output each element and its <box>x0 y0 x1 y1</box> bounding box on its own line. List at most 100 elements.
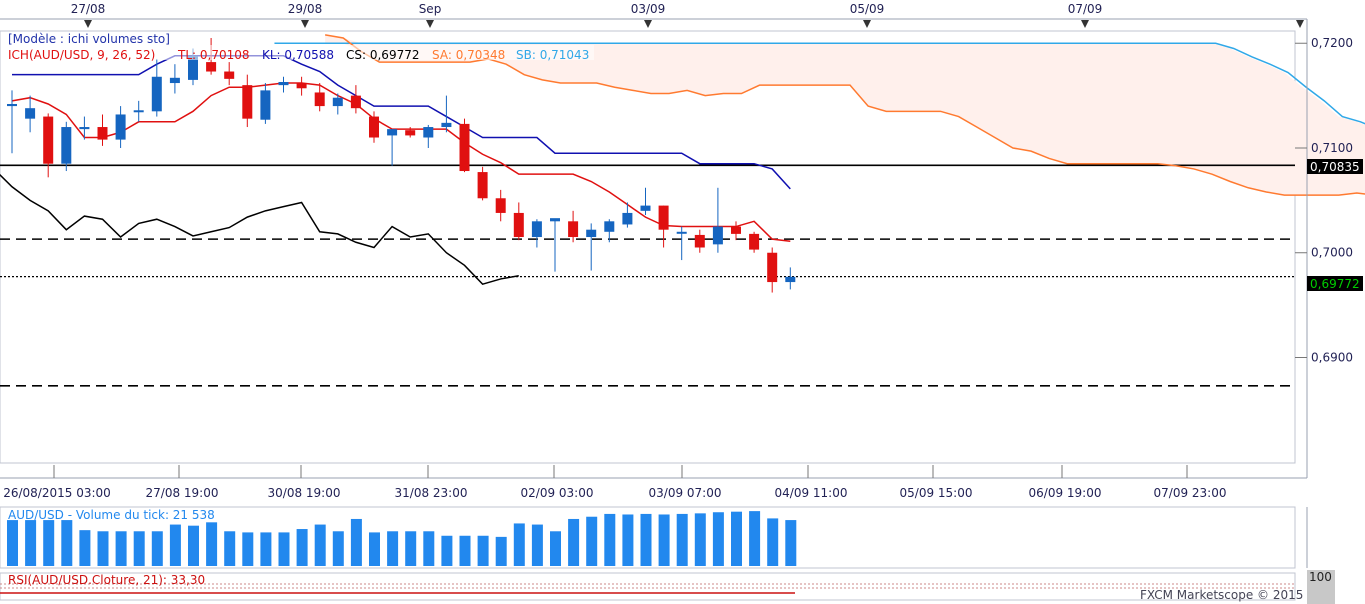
volume-bar <box>43 520 55 566</box>
volume-bar <box>151 531 163 566</box>
volume-bar <box>25 520 37 566</box>
volume-bar <box>405 531 417 566</box>
rsi-axis-top: 100 <box>1309 570 1332 584</box>
senkou-a-line <box>325 34 1365 196</box>
cloud-area <box>325 34 1365 196</box>
candle-body <box>785 276 796 283</box>
candle-body <box>61 127 72 164</box>
chikou-line <box>0 173 519 286</box>
volume-bar <box>387 531 399 566</box>
price-axis[interactable]: 0,7200 0,7100 0,7000 0,6900 0,70835 0,69772 <box>1295 19 1363 478</box>
volume-bar <box>658 514 670 566</box>
volume-bar <box>767 518 779 566</box>
volume-bar <box>531 524 543 566</box>
template-label: [Modèle : ichi volumes sto] <box>8 32 170 46</box>
main-price-panel[interactable]: [Modèle : ichi volumes sto] ICH(AUD/USD,… <box>0 30 1365 464</box>
volume-bar <box>278 532 290 566</box>
candlesticks <box>7 38 796 293</box>
candle-body <box>513 212 524 238</box>
top-axis-marker <box>301 20 309 28</box>
chikou-value: CS: 0,69772 <box>346 48 419 62</box>
price-tag-last-line <box>1307 159 1363 174</box>
candle-body <box>224 71 235 79</box>
volume-bar <box>513 523 525 566</box>
senkou-b-value: SB: 0,71043 <box>516 48 589 62</box>
senkou-b-line <box>274 42 1365 125</box>
volume-bar <box>749 511 761 566</box>
candle-body <box>350 95 361 109</box>
volume-bar <box>441 535 453 566</box>
candle-body <box>97 127 108 140</box>
kijun-value: KL: 0,70588 <box>262 48 334 62</box>
candle-body <box>242 85 253 119</box>
volume-bar <box>495 536 507 566</box>
volume-bar <box>676 513 688 566</box>
senkou-a-value: SA: 0,70348 <box>432 48 505 62</box>
volume-bar <box>604 513 616 566</box>
candle-body <box>169 77 180 84</box>
x-tick-label: 26/08/2015 03:00 <box>3 486 111 500</box>
volume-bar <box>7 520 18 566</box>
volume-panel[interactable]: AUD/USD - Volume du tick: 21 538 <box>0 506 1308 569</box>
candle-body <box>640 205 651 211</box>
top-axis-marker <box>1296 20 1304 28</box>
volume-bar <box>477 535 489 566</box>
candle-body <box>260 90 271 120</box>
top-axis-label: 29/08 <box>288 2 323 16</box>
volume-bar <box>79 530 91 566</box>
candle-body <box>43 116 54 164</box>
top-axis-label: 03/09 <box>631 2 666 16</box>
volume-bar <box>785 520 797 566</box>
candle-body <box>586 229 597 238</box>
candle-body <box>387 129 398 136</box>
x-tick-label: 02/09 03:00 <box>521 486 594 500</box>
volume-bar <box>296 529 308 566</box>
x-tick-label: 04/09 11:00 <box>775 486 848 500</box>
candle-body <box>550 218 560 222</box>
candle-body <box>477 172 488 199</box>
volume-bar <box>314 524 326 566</box>
top-axis-label: 07/09 <box>1068 2 1103 16</box>
volume-bar <box>694 513 706 566</box>
rsi-panel[interactable]: RSI(AUD/USD.Cloture, 21): 33,30 100 FXCM… <box>0 570 1335 604</box>
candle-body <box>7 103 17 107</box>
x-tick-label: 05/09 15:00 <box>900 486 973 500</box>
volume-bar <box>332 531 344 566</box>
volume-bar <box>188 525 199 566</box>
top-axis-label: 05/09 <box>850 2 885 16</box>
volume-bar <box>206 522 218 566</box>
tenkan-value: TL: 0,70108 <box>177 48 250 62</box>
candle-body <box>604 221 615 232</box>
candle-body <box>151 76 162 112</box>
y-tick-label: 0,7100 <box>1311 141 1353 155</box>
x-tick-label: 31/08 23:00 <box>395 486 468 500</box>
volume-bar <box>350 518 362 566</box>
volume-bar <box>115 531 127 566</box>
rsi-label: RSI(AUD/USD.Cloture, 21): 33,30 <box>8 573 205 587</box>
volume-bar <box>369 532 380 566</box>
candle-body <box>405 130 416 136</box>
candle-body <box>622 212 633 225</box>
y-tick-label: 0,6900 <box>1311 350 1353 364</box>
candle-body <box>531 221 542 238</box>
volume-bar <box>260 532 272 566</box>
ichimoku-cloud <box>325 34 1365 196</box>
candle-body <box>767 252 778 283</box>
top-axis-marker <box>426 20 434 28</box>
candle-body <box>332 97 343 107</box>
candle-body <box>133 110 144 113</box>
candle-body <box>314 92 325 107</box>
volume-bar <box>242 532 254 566</box>
candle-body <box>296 83 307 89</box>
y-tick-label: 0,7200 <box>1311 36 1353 50</box>
volume-bar <box>586 516 598 566</box>
price-tag-last-line-text: 0,70835 <box>1310 160 1360 174</box>
indicator-name: ICH(AUD/USD, 9, 26, 52) <box>8 48 155 62</box>
candle-body <box>658 205 669 230</box>
volume-bar <box>459 535 471 566</box>
volume-bars <box>7 511 797 566</box>
candle-body <box>206 62 217 72</box>
horizontal-lines <box>0 164 1295 387</box>
candle-body <box>694 234 705 248</box>
